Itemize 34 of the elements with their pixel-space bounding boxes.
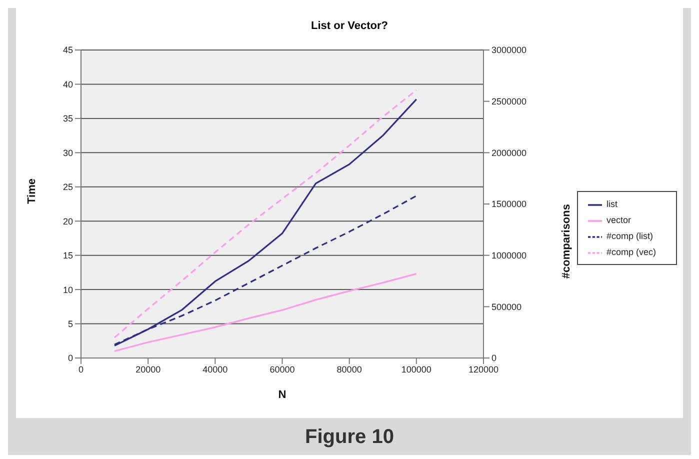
y-tick-label: 0 bbox=[68, 353, 73, 364]
y2-tick-label: 1500000 bbox=[491, 199, 527, 210]
legend-label: #comp (vec) bbox=[606, 247, 656, 257]
legend-label: vector bbox=[606, 215, 631, 225]
legend-label: list bbox=[606, 199, 618, 209]
line-series bbox=[114, 273, 418, 352]
y-tick-label: 10 bbox=[62, 284, 73, 295]
y-tick-label: 5 bbox=[68, 318, 73, 329]
y-tick-label: 30 bbox=[62, 148, 73, 158]
y2-tick-label: 3000000 bbox=[491, 45, 527, 56]
y-tick-label: 25 bbox=[62, 182, 73, 192]
y-tick-label: 35 bbox=[62, 114, 73, 124]
x-tick-label: 60000 bbox=[270, 364, 295, 374]
y2-tick-label: 0 bbox=[491, 353, 496, 364]
y-tick-label: 20 bbox=[62, 216, 73, 226]
x-tick-label: 120000 bbox=[468, 364, 499, 374]
y2-tick-label: 1000000 bbox=[491, 250, 527, 261]
x-tick-label: 80000 bbox=[336, 364, 362, 374]
y-tick-label: 15 bbox=[62, 250, 73, 261]
legend-label: #comp (list) bbox=[606, 231, 653, 241]
x-tick-label: 0 bbox=[78, 364, 84, 374]
y2-tick-label: 2500000 bbox=[491, 96, 527, 107]
caption: Figure 10 bbox=[304, 425, 395, 450]
x-tick-label: 40000 bbox=[202, 364, 228, 374]
y-tick-label: 40 bbox=[62, 79, 73, 90]
y-axis-title: Time bbox=[26, 178, 38, 204]
x-tick-label: 100000 bbox=[401, 364, 432, 374]
y2-tick-label: 500000 bbox=[491, 302, 522, 312]
x-tick-label: 20000 bbox=[136, 364, 161, 374]
chart-title: List or Vector? bbox=[310, 19, 390, 34]
y2-tick-label: 2000000 bbox=[491, 148, 527, 158]
y2-axis-title: #comparisons bbox=[560, 204, 572, 279]
y-tick-label: 45 bbox=[62, 45, 73, 56]
x-axis-title: N bbox=[278, 389, 286, 401]
